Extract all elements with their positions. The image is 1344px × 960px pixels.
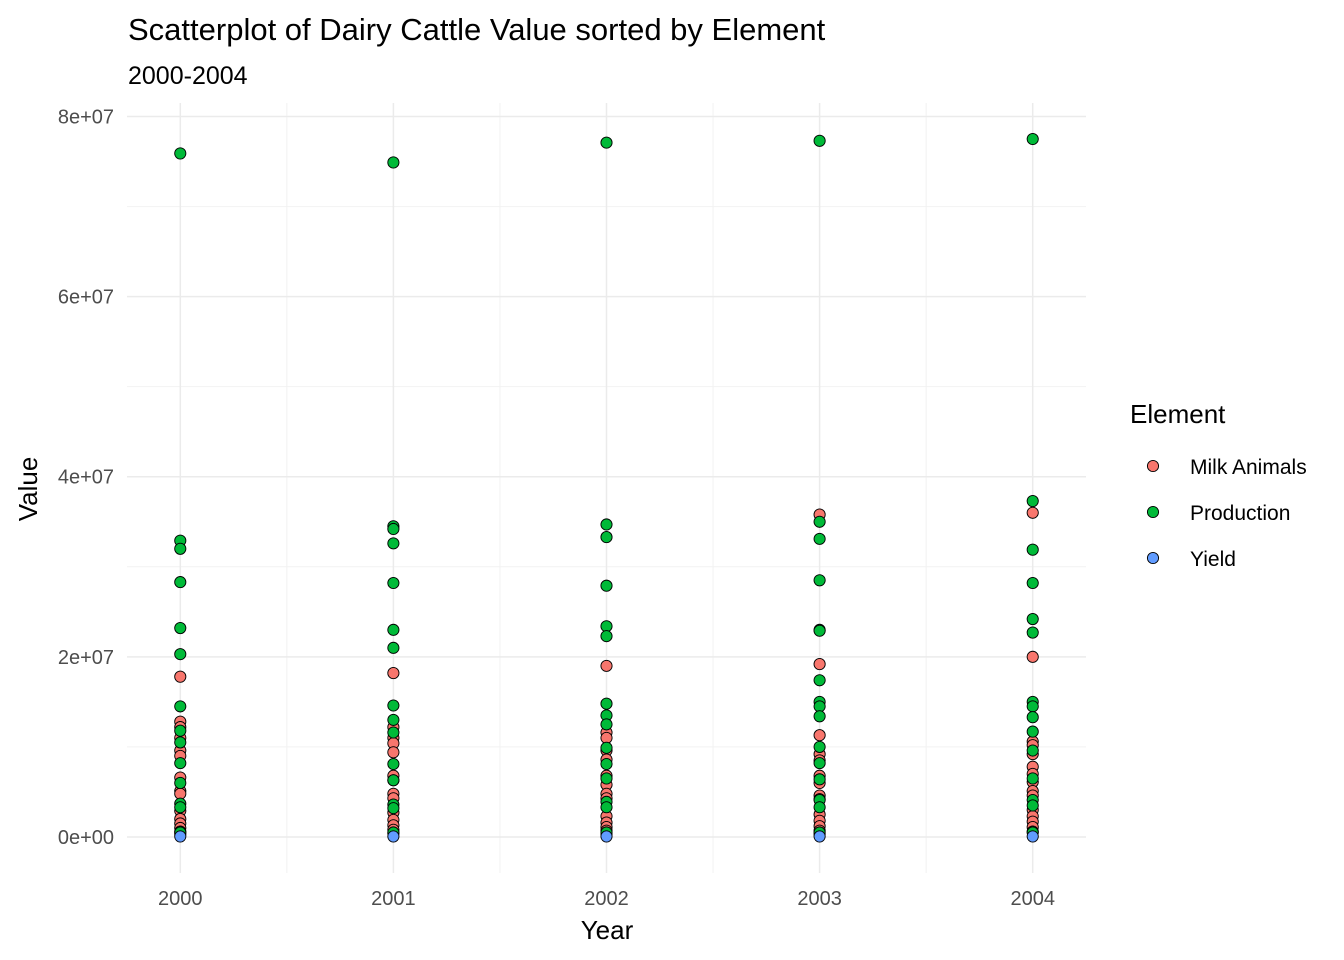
data-point [387,746,400,759]
data-point [174,542,187,555]
data-point [813,710,826,723]
data-point [813,830,826,843]
data-point [1026,700,1039,713]
data-point [174,621,187,635]
data-point [1026,626,1039,639]
y-axis-title: Value [13,457,43,522]
data-point [1026,132,1039,146]
data-point [1026,495,1039,508]
data-point [1026,506,1039,519]
x-tick-label: 2002 [584,888,629,910]
data-point [387,830,400,843]
data-point [600,518,613,531]
data-point [600,531,613,544]
data-point [813,757,826,770]
data-point [1026,543,1039,556]
data-point [1026,711,1039,724]
data-point [813,134,826,147]
x-tick-label: 2003 [797,888,842,910]
data-point [174,736,187,749]
legend-title: Element [1130,399,1226,429]
y-tick-label: 4e+07 [58,467,114,489]
data-point [387,774,400,787]
data-point [387,667,400,680]
data-point [174,830,187,843]
data-point [387,757,400,771]
legend-label: Yield [1190,548,1236,571]
data-point [813,574,826,587]
data-point [174,801,187,814]
x-tick-label: 2000 [158,888,203,910]
data-point [387,699,400,712]
data-point [387,537,400,550]
data-point [1026,612,1039,626]
data-point [813,674,826,687]
data-point [600,801,613,814]
data-point [600,630,613,643]
data-point [174,648,187,661]
data-point [174,776,187,789]
legend: Element Milk Animals Production Yield [1130,399,1307,571]
data-point [387,641,400,654]
data-point [600,757,613,771]
data-point [813,740,826,753]
y-tick-label: 0e+00 [58,827,114,849]
data-point [174,576,187,589]
legend-key [1146,505,1160,519]
data-point [1026,725,1039,738]
data-point [174,757,187,770]
y-tick-label: 2e+07 [58,647,114,669]
legend-items: Milk Animals Production Yield [1146,456,1307,571]
data-point [600,579,613,592]
data-point [1026,772,1039,785]
data-point [387,156,400,169]
x-tick-label: 2001 [371,888,416,910]
chart-title: Scatterplot of Dairy Cattle Value sorted… [128,12,826,47]
data-point [813,773,826,786]
data-point [1026,576,1039,590]
data-point [387,713,400,726]
legend-label: Production [1190,502,1290,525]
chart-subtitle: 2000-2004 [128,62,248,90]
x-axis-ticks: 2000 2001 2002 2003 2004 [158,888,1055,910]
data-point [387,576,400,590]
data-point [813,532,826,545]
legend-label: Milk Animals [1190,456,1307,479]
data-points [174,132,1039,843]
data-point [600,718,613,731]
x-tick-label: 2004 [1010,888,1055,910]
data-point [174,670,187,683]
x-axis-title: Year [581,915,634,945]
data-point [600,741,613,754]
series-yield [174,830,1039,843]
data-point [387,522,400,536]
y-axis-ticks: 0e+00 2e+07 4e+07 6e+07 8e+07 [58,107,114,849]
data-point [813,624,826,637]
data-point [174,724,187,737]
data-point [600,136,613,149]
data-point [1026,650,1039,663]
data-point [600,697,613,710]
data-point [600,830,613,843]
data-point [387,623,400,636]
data-point [813,515,826,528]
y-tick-label: 8e+07 [58,107,114,129]
data-point [1026,744,1039,757]
legend-key [1146,551,1160,565]
data-point [1026,799,1039,812]
data-point [174,700,187,713]
y-tick-label: 6e+07 [58,287,114,309]
data-point [600,659,613,672]
data-point [813,658,826,671]
data-point [1026,830,1039,843]
data-point [387,802,400,815]
data-point [813,729,826,742]
data-point [174,147,187,160]
data-point [600,772,613,785]
legend-key [1146,459,1160,473]
data-point [387,726,400,739]
data-point [813,801,826,814]
